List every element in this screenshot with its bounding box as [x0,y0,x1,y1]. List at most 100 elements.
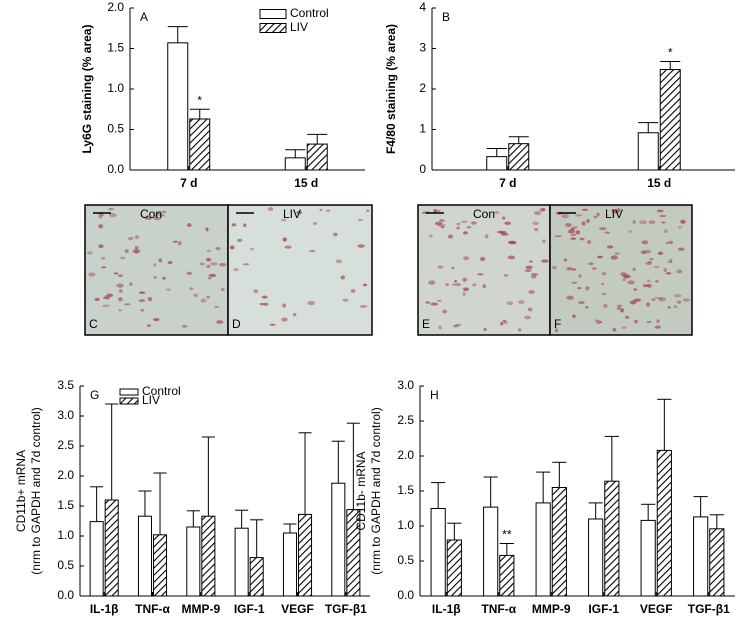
y-axis-label: Ly6G staining (% area) [80,25,94,154]
x-tick-label: 7 d [180,176,197,190]
error-bar [486,148,507,157]
cell [138,298,146,303]
bar [709,528,725,597]
bar [298,513,313,597]
cell [600,282,605,286]
cell [430,302,439,306]
cell [144,216,153,220]
micrograph-label: LIV [283,207,301,221]
cell [280,218,287,222]
y-tick-label: 1.5 [57,498,74,512]
cell [118,297,123,302]
cell [563,258,567,262]
cell [533,210,542,216]
y-axis-label: F4/80 staining (% area) [384,24,398,154]
y-tick-label: 0.0 [397,588,414,602]
cell [632,219,636,224]
cell [113,272,119,275]
cell [477,273,484,276]
cell [462,277,468,282]
y-tick-label: 1.5 [397,483,414,497]
cell [440,225,445,229]
legend-swatch [259,23,287,33]
cell [656,209,664,213]
y-tick-label: 4 [419,0,426,14]
cell [267,207,274,211]
cell [616,307,621,310]
cell [282,237,288,242]
cell [471,221,477,225]
cell [229,245,235,250]
cell [607,245,614,249]
cell [529,260,533,263]
y-axis-label: (nrm to GAPDH and 7d control) [29,407,43,574]
cell [663,229,668,234]
x-tick-label: TGF-β1 [688,602,730,616]
bar [89,521,104,597]
cell [140,308,145,312]
cell [118,274,123,277]
bar [483,506,499,597]
cell [655,280,659,283]
cell [333,232,338,237]
cell [648,220,656,225]
x-tick-label: TGF-β1 [325,602,367,616]
error-bar [307,133,328,145]
y-axis-label: CD11b+ mRNA [14,450,28,532]
cell [269,323,276,326]
error-bar [167,26,188,43]
cell [442,309,447,314]
cell [319,208,323,212]
error-bar [499,543,514,556]
cell [158,258,163,263]
error-bar [483,476,498,508]
cell [108,212,117,218]
cell [611,209,615,213]
panel-label: F [554,317,561,331]
cell [571,281,578,284]
cell [359,305,368,308]
y-tick-label: 1.5 [107,41,124,55]
error-bar [186,510,200,527]
cell [193,293,198,298]
panel-label: D [232,317,241,331]
cell [132,249,141,254]
bar [446,539,462,597]
cell [601,292,607,296]
error-bar [189,108,210,119]
cell [566,295,574,300]
cell [573,225,578,229]
y-tick-label: 0 [419,162,426,176]
error-bar [285,149,306,158]
cell [500,321,504,326]
cell [677,247,685,251]
cell [472,283,477,287]
cell [502,319,507,323]
cell [658,297,667,302]
legend-label: Control [142,384,181,398]
error-bar [660,60,681,70]
cell [463,287,469,292]
cell [651,298,656,301]
cell [639,220,647,225]
y-axis-label: CD11b- mRNA [354,451,368,530]
cell [565,222,572,228]
cell [102,304,110,308]
bar [249,557,264,597]
cell [604,231,610,234]
x-tick-label: VEGF [281,602,314,616]
cell [208,273,217,278]
cell [167,260,173,265]
cell [88,272,96,277]
cell [585,286,590,291]
cell [189,287,194,290]
cell [578,274,582,278]
cell [601,271,607,276]
cell [200,298,207,303]
y-tick-label: 2.5 [397,413,414,427]
cell [523,315,531,320]
cell [451,266,455,270]
y-tick-label: 1 [419,122,426,136]
cell [667,306,671,309]
error-bar [588,502,603,519]
